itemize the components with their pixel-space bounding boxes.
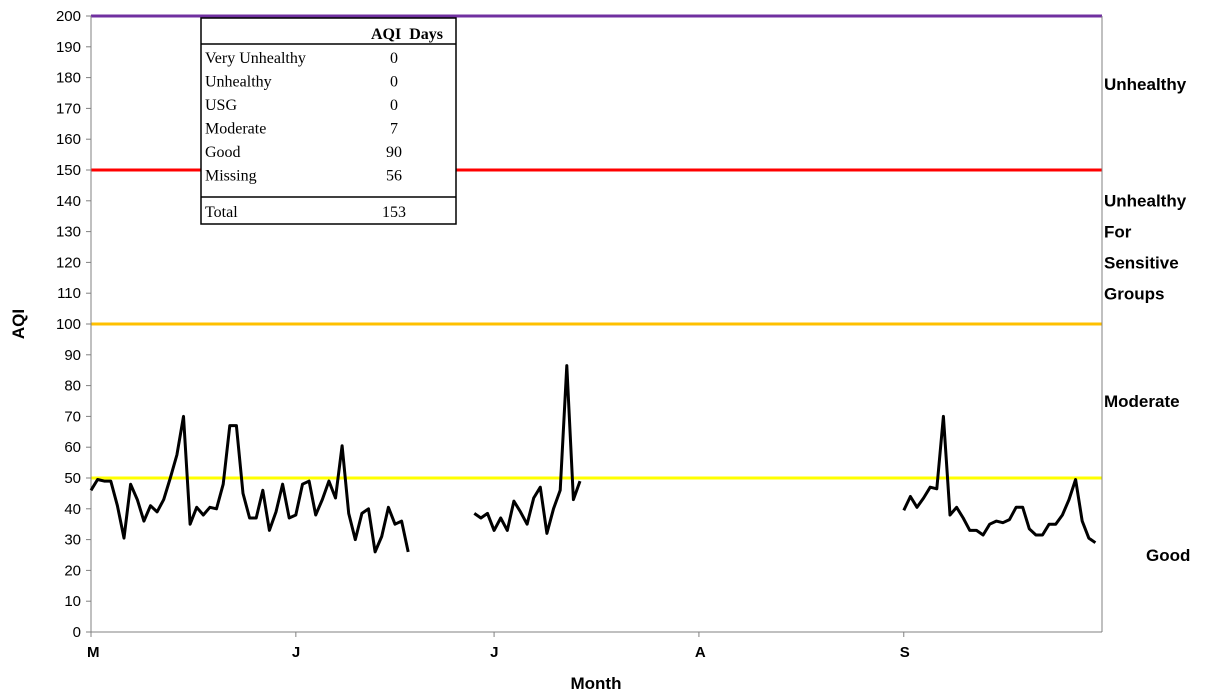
table-rows: Very Unhealthy 0 Unhealthy 0 USG 0 Moderate 7 Go…: [205, 50, 402, 185]
y-tick-label: 140: [56, 193, 81, 210]
y-tick-labels: 0 10 20 30 40 50 60 70 80 90 100 110 120 130 140 150 160…: [56, 8, 81, 641]
y-tick-label: 200: [56, 8, 81, 25]
table-row-label: Unhealthy: [205, 74, 272, 91]
y-tick-label: 80: [64, 378, 81, 395]
table-row-value: 0: [390, 50, 398, 67]
series-line-segment: [473, 364, 582, 535]
table-row-label: Very Unhealthy: [205, 50, 306, 67]
series-line-segment: [902, 414, 1097, 544]
y-tick-label: 120: [56, 254, 81, 271]
category-label: Groups: [1104, 285, 1164, 304]
aqi-days-table: AQI Days Very Unhealthy 0 Unhealthy 0 USG 0 Mo…: [200, 17, 457, 225]
y-tick-label: 50: [64, 470, 81, 487]
y-tick-label: 40: [64, 501, 81, 518]
table-border: [200, 17, 457, 225]
table-row-label: USG: [205, 97, 237, 114]
table-row-label: Good: [205, 144, 241, 161]
y-tick-label: 100: [56, 316, 81, 333]
x-tick-label: M: [87, 644, 100, 661]
category-label: Good: [1146, 546, 1190, 565]
table-row-value: 56: [386, 168, 402, 185]
table-row-value: 0: [390, 74, 398, 91]
x-tick-label: A: [695, 644, 706, 661]
table-row-label: Moderate: [205, 121, 266, 138]
series-line-segment: [89, 414, 410, 554]
x-tick-label: J: [490, 644, 498, 661]
y-tick-label: 60: [64, 439, 81, 456]
y-tick-label: 160: [56, 131, 81, 148]
y-tick-label: 10: [64, 593, 81, 610]
table-total-label: Total: [205, 204, 238, 221]
category-label: Moderate: [1104, 392, 1180, 411]
y-tick-label: 170: [56, 100, 81, 117]
table-row-value: 90: [386, 144, 402, 161]
y-tick-label: 130: [56, 224, 81, 241]
x-axis-title: Month: [571, 674, 622, 693]
y-tick-label: 0: [73, 624, 81, 641]
table-row-label: Missing: [205, 168, 257, 185]
category-labels: Unhealthy Unhealthy For Sensitive Groups Mode…: [1104, 75, 1190, 565]
y-tick-label: 110: [57, 285, 81, 302]
y-tick-label: 180: [56, 70, 81, 87]
category-label: Unhealthy: [1104, 75, 1187, 94]
y-tick-label: 150: [56, 162, 81, 179]
category-label: For: [1104, 223, 1132, 242]
y-tick-label: 90: [64, 347, 81, 364]
table-total-value: 153: [382, 204, 406, 221]
category-label: Sensitive: [1104, 254, 1179, 273]
table-header: AQI Days: [371, 26, 443, 43]
y-tick-label: 190: [56, 39, 81, 56]
axes: [86, 15, 1103, 637]
x-tick-label: J: [292, 644, 300, 661]
category-label: Unhealthy: [1104, 192, 1187, 211]
table-row-value: 7: [390, 121, 398, 138]
y-tick-label: 20: [64, 562, 81, 579]
aqi-series: [89, 364, 1097, 554]
x-tick-label: S: [900, 644, 910, 661]
y-tick-label: 30: [64, 532, 81, 549]
table-row-value: 0: [390, 97, 398, 114]
y-tick-label: 70: [64, 408, 81, 425]
y-axis-title: AQI: [9, 309, 28, 339]
